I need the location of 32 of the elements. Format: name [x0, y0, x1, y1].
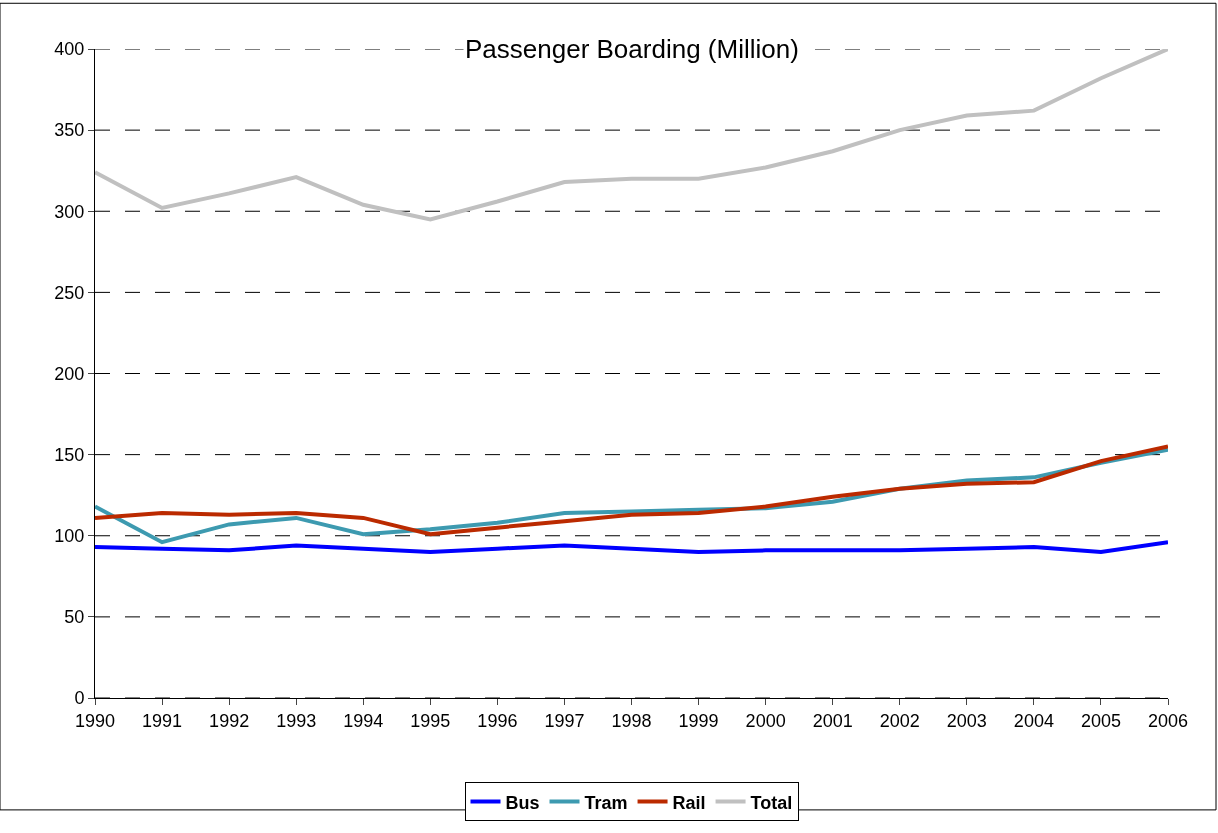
x-tick-label: 1990 — [74, 710, 116, 731]
legend-label: Total — [750, 792, 793, 813]
y-tick-label: 200 — [54, 363, 85, 384]
x-tick-label: 1991 — [142, 710, 183, 731]
y-tick-label: 0 — [74, 688, 85, 709]
y-tick-label: 150 — [54, 444, 85, 465]
x-tick-label: 2005 — [1080, 710, 1121, 731]
y-tick-label: 50 — [64, 607, 85, 628]
legend-label: Tram — [584, 792, 628, 813]
line-series — [95, 540, 1168, 554]
y-tick-label: 100 — [54, 526, 85, 547]
x-tick-label: 2003 — [946, 710, 987, 731]
x-tick-label: 1999 — [678, 710, 719, 731]
x-tick-label: 1996 — [477, 710, 518, 731]
x-tick-label: 2004 — [1013, 710, 1054, 731]
x-tick-label: 1992 — [209, 710, 250, 731]
x-tick-label: 2000 — [745, 710, 786, 731]
y-tick-label: 300 — [54, 201, 85, 222]
legend-label: Rail — [672, 792, 706, 813]
x-tick-label: 2006 — [1147, 710, 1189, 731]
x-tick-label: 1994 — [343, 710, 384, 731]
y-tick-label: 400 — [54, 39, 85, 60]
x-tick-label: 1993 — [276, 710, 317, 731]
x-tick-label: 1998 — [611, 710, 652, 731]
legend-label: Bus — [505, 792, 540, 813]
x-tick-label: 1995 — [410, 710, 451, 731]
x-tick-label: 2001 — [812, 710, 853, 731]
x-tick-label: 1997 — [544, 710, 585, 731]
x-tick-label: 2002 — [879, 710, 920, 731]
y-tick-label: 250 — [54, 282, 85, 303]
chart-title: Passenger Boarding (Million) — [465, 34, 799, 64]
y-tick-label: 350 — [54, 120, 85, 141]
